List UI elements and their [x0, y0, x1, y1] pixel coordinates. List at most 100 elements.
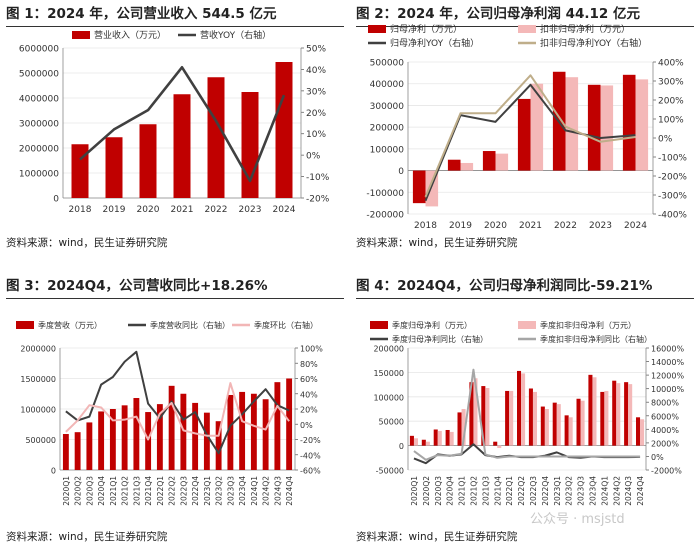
bar-primary [483, 151, 496, 171]
chart-panel-4: 图 4：2024Q4，公司归母净利润同比-59.21%资料来源：wind，民生证… [350, 272, 700, 543]
category-label: 2022Q3 [529, 476, 538, 506]
legend-label: 季度环比（右轴） [254, 320, 318, 330]
left-tick-label: 1500000 [20, 375, 56, 384]
category-label: 2018 [69, 205, 92, 215]
left-tick-label: 400000 [370, 80, 405, 90]
category-label: 2021Q2 [469, 476, 478, 506]
category-label: 2020Q2 [422, 476, 431, 506]
right-tick-label: 300% [658, 78, 684, 88]
category-label: 2021 [171, 205, 194, 215]
bar-primary [529, 389, 533, 446]
left-tick-label: 4000000 [19, 95, 59, 105]
category-label: 2020 [137, 205, 160, 215]
left-tick-label: 100000 [370, 145, 405, 155]
bar-primary [98, 411, 104, 470]
bar-primary [75, 432, 81, 470]
bar-primary [505, 391, 509, 446]
bar-secondary [592, 377, 596, 445]
chart-svg: 0500000100000015000002000000-60%-40%-20%… [0, 272, 350, 543]
category-label: 2021Q4 [493, 476, 502, 506]
category-label: 2022Q2 [168, 476, 177, 506]
category-label: 2021Q4 [144, 476, 153, 506]
right-tick-label: -20% [300, 436, 321, 445]
bar-primary [446, 430, 450, 446]
bar-secondary [569, 417, 573, 445]
left-tick-label: -100000 [366, 189, 404, 199]
right-tick-label: 0% [300, 421, 313, 430]
left-tick-label: 100000 [373, 393, 404, 402]
left-tick-label: 2000000 [19, 145, 59, 155]
category-label: 2024 [273, 205, 296, 215]
legend-swatch-bar [16, 321, 34, 329]
left-tick-label: 6000000 [19, 45, 59, 55]
category-label: 2023Q3 [226, 476, 235, 506]
bar-primary [565, 415, 569, 445]
category-label: 2022Q1 [156, 476, 165, 506]
right-tick-label: 400% [658, 59, 684, 69]
bar-primary [106, 137, 123, 198]
bar-primary [623, 75, 636, 171]
bar-primary [122, 405, 128, 470]
right-tick-label: -60% [300, 467, 321, 476]
right-tick-label: 100% [658, 116, 684, 126]
right-tick-label: 60% [300, 375, 318, 384]
left-tick-label: 2000000 [20, 345, 56, 354]
right-tick-label: -40% [300, 451, 321, 460]
chart-panel-2: 图 2：2024 年，公司归母净利润 44.12 亿元资料来源：wind，民生证… [350, 0, 700, 271]
bar-primary [541, 407, 545, 446]
left-tick-label: 5000000 [19, 70, 59, 80]
category-label: 2024Q4 [636, 476, 645, 506]
bar-secondary [485, 388, 489, 446]
legend-swatch-bar [72, 31, 90, 39]
bar-primary [86, 422, 92, 470]
bar-primary [588, 85, 601, 171]
left-tick-label: -200000 [366, 211, 404, 221]
category-label: 2020Q2 [74, 476, 83, 506]
bar-secondary [414, 438, 418, 445]
left-tick-label: 0 [399, 442, 404, 451]
bar-primary [624, 382, 628, 445]
chart-svg: -50000050000100000150000200000-2000%0%20… [350, 272, 700, 543]
category-label: 2024Q1 [600, 476, 609, 506]
category-label: 2022Q4 [541, 476, 550, 506]
legend-label: 季度营收（万元） [38, 320, 102, 330]
right-tick-label: 8000% [651, 399, 679, 408]
bar-secondary [438, 431, 442, 446]
category-label: 2023Q2 [215, 476, 224, 506]
bar-primary [251, 394, 257, 470]
category-label: 2021Q1 [109, 476, 118, 506]
left-tick-label: 50000 [379, 418, 404, 427]
category-label: 2023Q3 [577, 476, 586, 506]
legend-swatch-bar [518, 25, 536, 33]
category-label: 2018 [414, 221, 437, 231]
bar-primary [140, 124, 157, 198]
category-label: 2021 [519, 221, 542, 231]
chart-panel-1: 图 1：2024 年，公司营业收入 544.5 亿元资料来源：wind，民生证券… [0, 0, 350, 271]
right-tick-label: 80% [300, 360, 318, 369]
category-label: 2020Q1 [62, 476, 71, 506]
category-label: 2024Q2 [612, 476, 621, 506]
right-tick-label: 0% [651, 453, 664, 462]
bar-secondary [426, 442, 430, 446]
category-label: 2022 [554, 221, 577, 231]
left-tick-label: 0 [51, 467, 56, 476]
right-tick-label: 100% [300, 345, 323, 354]
bar-primary [133, 398, 139, 470]
category-label: 2022Q2 [517, 476, 526, 506]
left-tick-label: 0 [398, 167, 404, 177]
right-tick-label: 0% [306, 152, 321, 162]
right-tick-label: -20% [306, 195, 330, 205]
category-label: 2020Q4 [446, 476, 455, 506]
bar-primary [588, 375, 592, 446]
legend-label: 季度归母净利（万元） [392, 320, 472, 330]
bar-primary [174, 94, 191, 198]
right-tick-label: 50% [306, 45, 326, 55]
category-label: 2024Q2 [262, 476, 271, 506]
right-tick-label: -400% [658, 211, 687, 221]
legend-label: 季度营收同比（右轴） [150, 320, 230, 330]
bar-primary [493, 442, 497, 446]
right-tick-label: -300% [658, 192, 687, 202]
right-tick-label: -200% [658, 173, 687, 183]
category-label: 2023 [239, 205, 262, 215]
bar-secondary [640, 419, 644, 445]
